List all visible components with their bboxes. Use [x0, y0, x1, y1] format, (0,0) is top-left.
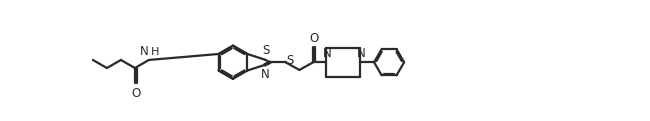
Text: S: S [286, 54, 294, 67]
Text: N: N [323, 47, 332, 60]
Text: N: N [357, 47, 365, 60]
Text: S: S [262, 44, 269, 57]
Text: H: H [150, 47, 159, 57]
Text: O: O [131, 87, 140, 99]
Text: O: O [309, 32, 319, 45]
Text: N: N [139, 45, 148, 58]
Text: N: N [261, 68, 270, 81]
